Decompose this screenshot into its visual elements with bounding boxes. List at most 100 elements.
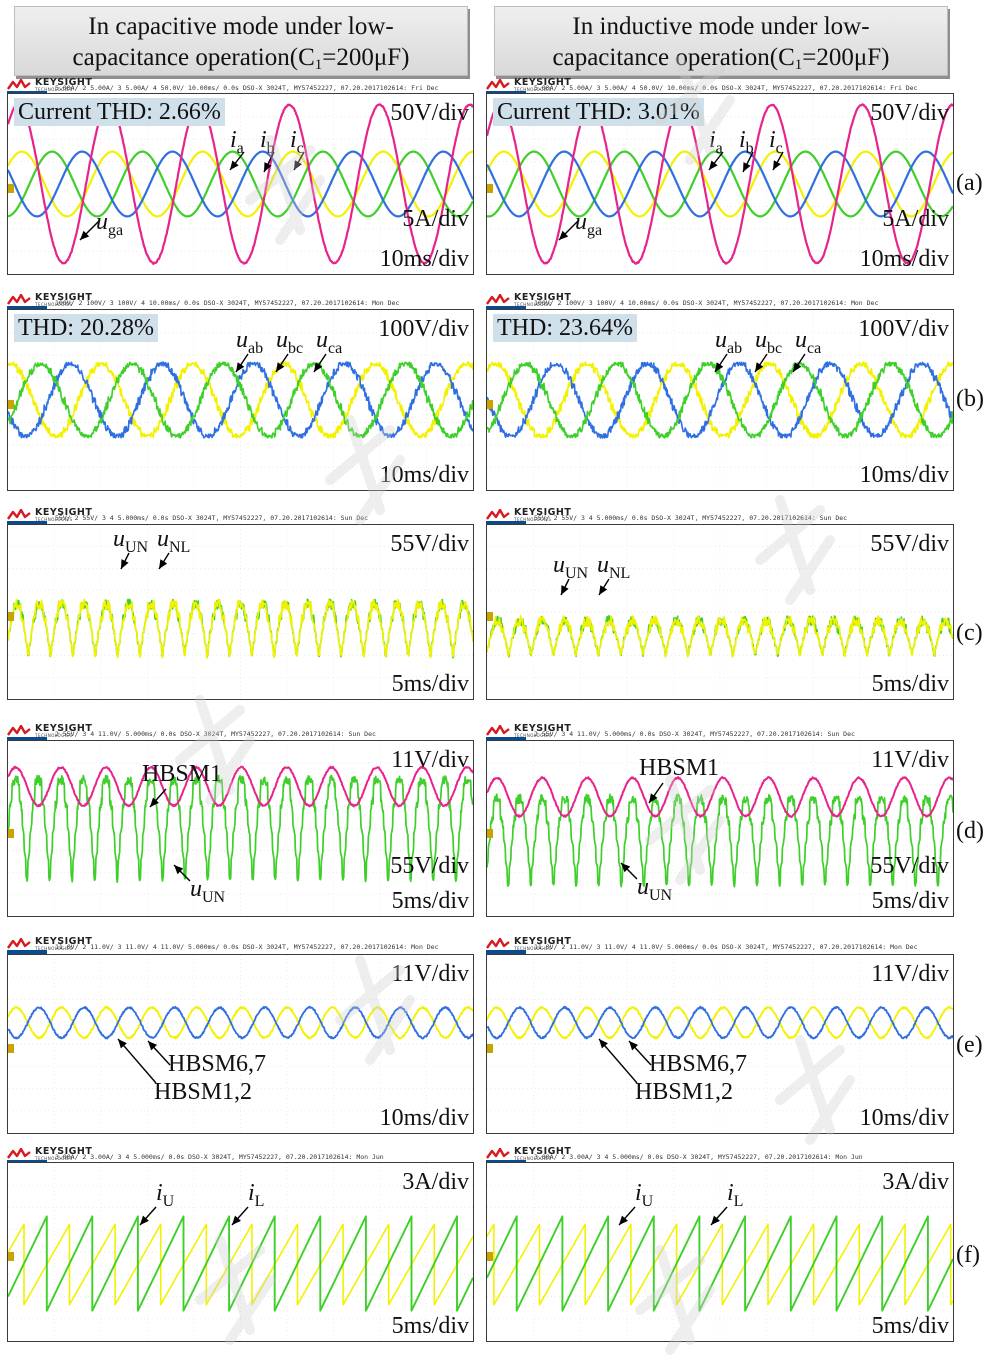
scope-status-line: 11.0V/ 2 11.0V/ 3 11.0V/ 4 11.0V/ 5.000m… [55, 943, 439, 951]
label-uUN-subscript: UN [202, 889, 226, 906]
label-iU-symbol: i [635, 1180, 642, 1206]
channel-bar [7, 521, 47, 525]
label-uNL-subscript: NL [609, 565, 631, 582]
label-ic: ic [769, 128, 783, 161]
scope-status-line: 55V/ 2 55V/ 3 4 5.000ms/ 0.0s DSO-X 3024… [534, 514, 848, 522]
label-uca: uca [795, 328, 821, 361]
column-title-text: capacitance operation(C [72, 44, 315, 71]
scale-label-middle: 55V/div [870, 853, 949, 879]
trace-uga [487, 103, 953, 265]
scale-label-top: 3A/div [882, 1169, 949, 1195]
label-ic-subscript: c [775, 140, 783, 157]
scope-header: KEYSIGHT TECHNOLOGIES 100V/ 2 100V/ 3 100V… [486, 292, 952, 310]
label-iU-symbol: i [156, 1180, 163, 1206]
keysight-wave-icon [486, 725, 510, 736]
waveform-plot [8, 1163, 473, 1341]
scale-label-middle: 5A/div [882, 206, 949, 232]
scope-status-line: 11.0V/ 2 11.0V/ 3 11.0V/ 4 11.0V/ 5.000m… [534, 943, 918, 951]
label-uga-subscript: ga [587, 222, 603, 239]
time-scale-label: 5ms/div [391, 888, 469, 914]
keysight-wave-icon [7, 509, 31, 520]
time-scale-label: 10ms/div [859, 246, 949, 272]
waveform-plot [487, 1163, 953, 1341]
waveform-plot [487, 741, 953, 916]
ground-marker [8, 1252, 14, 1261]
scope-header: KEYSIGHT TECHNOLOGIES 11.0V/ 2 11.0V/ 3 11… [486, 936, 952, 954]
label-uga-subscript: ga [108, 222, 124, 239]
label-uab-subscript: ab [248, 340, 264, 357]
time-scale-label: 10ms/div [379, 1105, 469, 1131]
label-HBSM1: HBSM1 [639, 755, 720, 781]
brand-name: KEYSIGHT [514, 292, 572, 303]
scale-label-top: 55V/div [390, 531, 469, 557]
brand-name: KEYSIGHT [35, 723, 93, 734]
brand-tagline: TECHNOLOGIES [514, 733, 552, 738]
brand-name: KEYSIGHT [514, 77, 572, 88]
brand-tagline: TECHNOLOGIES [514, 1156, 552, 1161]
trace-iL [8, 1215, 473, 1312]
label-ib: ib [739, 128, 754, 161]
ground-marker [487, 829, 493, 838]
row-letter-f: (f) [956, 1242, 980, 1268]
scope-status-line: 5.00A/ 2 5.00A/ 3 5.00A/ 4 50.0V/ 10.00m… [534, 84, 918, 92]
brand-name: KEYSIGHT [35, 507, 93, 518]
scale-label-top: 3A/div [402, 1169, 469, 1195]
trace-uUN [8, 774, 473, 884]
label-uab: uab [236, 328, 263, 361]
label-uUN-subscript: UN [565, 565, 589, 582]
label-ib-symbol: i [260, 127, 267, 153]
label-ubc-subscript: bc [767, 340, 783, 357]
scope-header: KEYSIGHT TECHNOLOGIES 3.00A/ 2 3.00A/ 3 4 … [486, 1146, 952, 1164]
scope-screen: 11V/div 55V/div 5ms/div HBSM1 uUN [7, 740, 474, 917]
keysight-wave-icon [7, 1148, 31, 1159]
scope-screen: Current THD: 2.66% 50V/div 5A/div 10ms/div i… [7, 93, 474, 275]
scope-screen: 55V/div 5ms/div uUN uNL [486, 524, 954, 700]
channel-bar [7, 737, 47, 741]
channel-bar [7, 950, 47, 954]
label-uUN: uUN [113, 527, 148, 560]
brand-tagline: TECHNOLOGIES [514, 517, 552, 522]
keysight-logo: KEYSIGHT TECHNOLOGIES [486, 77, 586, 94]
label-ubc: ubc [276, 328, 303, 361]
scope-screen: THD: 20.28% 100V/div 10ms/div uab ubc uca [7, 309, 474, 491]
scope-grid [8, 1163, 473, 1341]
label-ib-symbol: i [739, 127, 746, 153]
brand-name: KEYSIGHT [514, 1146, 572, 1157]
scope-screen: 11V/div 55V/div 5ms/div HBSM1 uUN [486, 740, 954, 917]
scale-label-middle: 5A/div [402, 206, 469, 232]
scope-screen: 3A/div 5ms/div iU iL [486, 1162, 954, 1342]
brand-name: KEYSIGHT [35, 1146, 93, 1157]
thd-label: THD: 23.64% [493, 314, 637, 342]
brand-tagline: TECHNOLOGIES [35, 1156, 73, 1161]
row-letter-e: (e) [956, 1032, 983, 1058]
time-scale-label: 10ms/div [379, 246, 469, 272]
keysight-logo: KEYSIGHT TECHNOLOGIES [7, 507, 107, 524]
label-uUN-symbol: u [553, 552, 565, 578]
trace-HBSM1 [8, 765, 473, 808]
scope-status-line: 55V/ 2 55V/ 3 4 5.000ms/ 0.0s DSO-X 3024… [55, 514, 369, 522]
label-ib: ib [260, 128, 275, 161]
scope-screen: 11V/div 10ms/div HBSM6,7 HBSM1,2 [7, 954, 474, 1134]
label-uUN-symbol: u [190, 876, 202, 902]
label-uNL: uNL [597, 553, 630, 586]
brand-name: KEYSIGHT [35, 936, 93, 947]
channel-bar [486, 950, 526, 954]
scope-status-line: 3.00A/ 2 3.00A/ 3 4 5.000ms/ 0.0s DSO-X … [55, 1153, 384, 1161]
label-ubc-subscript: bc [288, 340, 304, 357]
waveform-plot [8, 955, 473, 1133]
brand-tagline: TECHNOLOGIES [514, 946, 552, 951]
label-uca-subscript: ca [807, 340, 822, 357]
time-scale-label: 5ms/div [871, 671, 949, 697]
channel-bar [486, 306, 526, 310]
trace-uUN [487, 793, 953, 888]
scope-grid [8, 955, 473, 1133]
scope-header: KEYSIGHT TECHNOLOGIES 3.00A/ 2 3.00A/ 3 4 … [7, 1146, 472, 1164]
label-iL-symbol: i [248, 1180, 255, 1206]
scope-header: KEYSIGHT TECHNOLOGIES 55V/ 2 55V/ 3 4 5.00… [7, 507, 472, 525]
scale-label-middle: 55V/div [390, 853, 469, 879]
trace-ic [8, 150, 473, 218]
label-uUN: uUN [637, 875, 672, 908]
thd-label: Current THD: 3.01% [493, 98, 704, 126]
label-uga: uga [575, 210, 602, 243]
brand-tagline: TECHNOLOGIES [35, 302, 73, 307]
